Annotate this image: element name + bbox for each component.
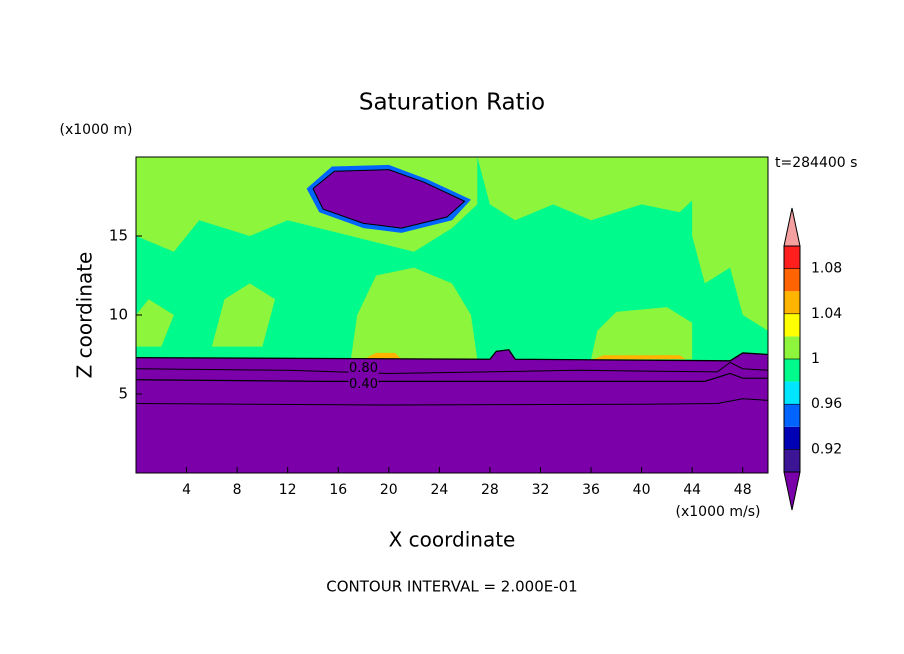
x-tick-label: 4 bbox=[182, 482, 191, 498]
x-axis-label: X coordinate bbox=[389, 528, 516, 552]
colorbar-tick-label: 0.92 bbox=[811, 441, 842, 457]
colorbar-bin bbox=[784, 291, 800, 314]
colorbar-bin bbox=[784, 313, 800, 337]
y-axis-label: Z coordinate bbox=[73, 252, 97, 379]
x-tick-label: 40 bbox=[633, 482, 651, 498]
colorbar-tick-label: 1.08 bbox=[811, 261, 842, 277]
y-tick-label: 10 bbox=[109, 306, 128, 324]
colorbar-bin bbox=[784, 381, 800, 405]
x-tick-label: 12 bbox=[279, 482, 297, 498]
contour-label: 0.80 bbox=[349, 361, 378, 376]
y-tick-label: 5 bbox=[118, 385, 128, 403]
colorbar-bin bbox=[784, 359, 800, 382]
contour-line bbox=[135, 349, 769, 362]
x-tick-label: 36 bbox=[582, 482, 600, 498]
footer: CONTOUR INTERVAL = 2.000E-01 bbox=[326, 578, 577, 596]
x-unit: (x1000 m/s) bbox=[676, 504, 761, 520]
field-region bbox=[136, 349, 768, 473]
x-tick-label: 8 bbox=[233, 482, 242, 498]
colorbar-bin bbox=[784, 426, 800, 450]
colorbar-tick-label: 1.04 bbox=[811, 306, 842, 322]
colorbar-extend-low bbox=[783, 471, 801, 511]
contour-line bbox=[135, 372, 768, 382]
field-region bbox=[363, 352, 402, 360]
time-label: t=284400 s bbox=[775, 155, 857, 171]
chart-title: Saturation Ratio bbox=[359, 90, 545, 116]
contour-label-bg bbox=[348, 361, 379, 376]
field-region bbox=[591, 307, 693, 360]
y-unit: (x1000 m) bbox=[60, 122, 133, 138]
field-region bbox=[211, 283, 276, 347]
x-tick-label: 32 bbox=[532, 482, 550, 498]
colorbar-tick-label: 0.96 bbox=[811, 396, 842, 412]
contour-label: 0.40 bbox=[349, 377, 378, 392]
x-tick-label: 44 bbox=[683, 482, 701, 498]
field-region bbox=[136, 299, 174, 347]
x-tick-label: 28 bbox=[481, 482, 499, 498]
contour-line bbox=[135, 361, 769, 374]
colorbar-tick-label: 1 bbox=[811, 351, 820, 367]
contour-line bbox=[135, 398, 769, 406]
colorbar-bin bbox=[784, 336, 800, 359]
field-region bbox=[477, 157, 705, 221]
x-tick-label: 16 bbox=[329, 482, 347, 498]
y-tick-label: 15 bbox=[109, 227, 128, 245]
x-tick-label: 20 bbox=[380, 482, 398, 498]
field-region bbox=[593, 355, 686, 360]
x-tick-label: 24 bbox=[430, 482, 448, 498]
colorbar-bin bbox=[784, 246, 800, 269]
contour-line bbox=[312, 169, 466, 229]
x-tick-label: 48 bbox=[734, 482, 752, 498]
colorbar-extend-high bbox=[783, 207, 801, 247]
colorbar-bin bbox=[784, 268, 800, 292]
contour-label-bg bbox=[348, 377, 379, 392]
field-region bbox=[692, 157, 768, 331]
field-region bbox=[312, 169, 465, 229]
colorbar-bin bbox=[784, 404, 800, 427]
colorbar-bin bbox=[784, 449, 800, 472]
field-region bbox=[350, 267, 478, 360]
